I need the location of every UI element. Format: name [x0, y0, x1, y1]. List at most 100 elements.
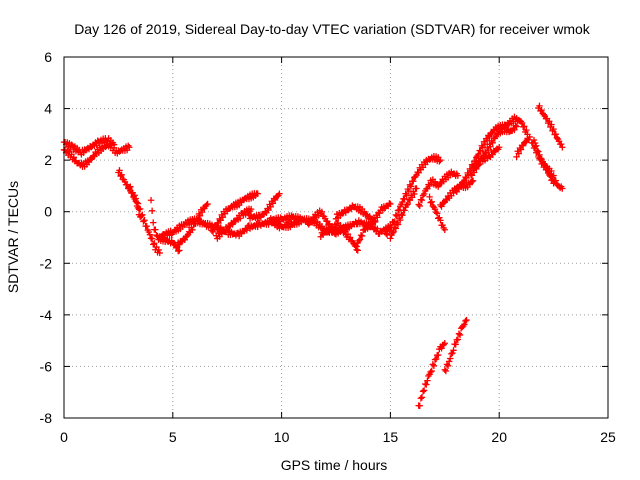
data-point — [209, 228, 217, 236]
data-point — [116, 167, 123, 174]
plot-frame — [63, 56, 609, 419]
data-point — [126, 184, 133, 192]
data-point — [519, 142, 527, 149]
data-point — [489, 139, 496, 147]
data-point — [512, 122, 519, 129]
data-point — [368, 221, 376, 228]
data-point — [267, 203, 274, 211]
data-point — [521, 123, 528, 130]
data-point — [196, 212, 204, 220]
data-point — [276, 190, 283, 197]
data-point — [463, 316, 470, 324]
y-tick-label: -8 — [40, 410, 53, 426]
data-point — [441, 340, 448, 347]
data-point — [254, 190, 261, 197]
data-point — [419, 388, 427, 395]
data-point — [237, 215, 244, 222]
data-point — [470, 169, 478, 176]
data-point — [547, 173, 554, 180]
data-point — [548, 167, 555, 175]
data-point — [357, 232, 365, 239]
y-tick-label: 2 — [44, 152, 52, 168]
y-tick-label: 0 — [44, 204, 52, 220]
data-point — [428, 367, 435, 375]
data-point — [538, 106, 545, 114]
data-point — [265, 221, 272, 228]
data-point — [148, 235, 156, 242]
data-point — [432, 355, 440, 363]
data-point — [523, 126, 530, 134]
data-point — [153, 231, 160, 239]
x-tick-label: 5 — [169, 429, 177, 445]
data-point — [553, 134, 561, 142]
data-point — [129, 189, 136, 196]
data-point — [420, 190, 428, 198]
data-point — [439, 221, 446, 229]
data-point — [447, 355, 454, 362]
data-point — [219, 214, 227, 221]
data-point — [134, 204, 142, 212]
data-point — [118, 171, 125, 179]
data-point — [192, 220, 199, 228]
data-point — [185, 228, 193, 235]
data-point — [535, 148, 542, 155]
data-point — [354, 247, 361, 254]
data-point — [534, 147, 541, 155]
data-point — [265, 206, 272, 214]
data-point — [269, 200, 277, 207]
data-point — [517, 146, 525, 153]
data-point — [390, 228, 397, 236]
data-point — [198, 208, 206, 216]
data-point — [475, 150, 482, 158]
y-axis-label: SDTVAR / TECUs — [5, 181, 21, 293]
data-point — [110, 141, 118, 148]
data-point — [401, 195, 408, 203]
data-point — [430, 362, 438, 370]
data-point — [525, 136, 532, 144]
data-point — [532, 142, 540, 149]
data-point — [433, 210, 441, 217]
data-point — [468, 178, 476, 185]
data-point — [488, 129, 495, 137]
data-point — [440, 199, 447, 207]
data-point — [456, 331, 464, 339]
x-tick-label: 0 — [60, 429, 68, 445]
data-point — [436, 158, 443, 165]
chart-title: Day 126 of 2019, Sidereal Day-to-day VTE… — [74, 21, 591, 37]
data-point — [204, 200, 211, 208]
data-point — [254, 215, 261, 222]
data-point — [549, 176, 556, 183]
data-point — [392, 211, 400, 219]
data-point — [513, 153, 520, 161]
data-point — [511, 126, 518, 134]
data-point — [194, 216, 202, 224]
data-point — [271, 196, 279, 204]
data-point — [432, 208, 440, 216]
data-point — [437, 217, 444, 224]
data-point — [374, 214, 381, 221]
data-point — [441, 226, 448, 233]
data-point — [411, 190, 418, 198]
data-point — [147, 197, 155, 204]
data-point — [243, 227, 250, 234]
data-point — [423, 381, 430, 388]
data-point — [541, 162, 549, 169]
data-point — [386, 227, 393, 235]
data-point — [148, 207, 156, 215]
data-point — [437, 156, 444, 164]
data-point — [356, 236, 364, 243]
data-point — [481, 149, 489, 156]
data-point — [247, 205, 255, 213]
data-point — [462, 173, 469, 181]
data-point — [537, 155, 544, 162]
data-point — [399, 198, 406, 206]
data-point — [438, 203, 445, 210]
data-point — [416, 202, 423, 210]
data-point — [441, 366, 448, 373]
data-point — [425, 181, 432, 188]
data-point — [155, 246, 162, 254]
data-point — [382, 230, 390, 237]
data-point — [341, 227, 348, 235]
data-point — [546, 118, 553, 125]
